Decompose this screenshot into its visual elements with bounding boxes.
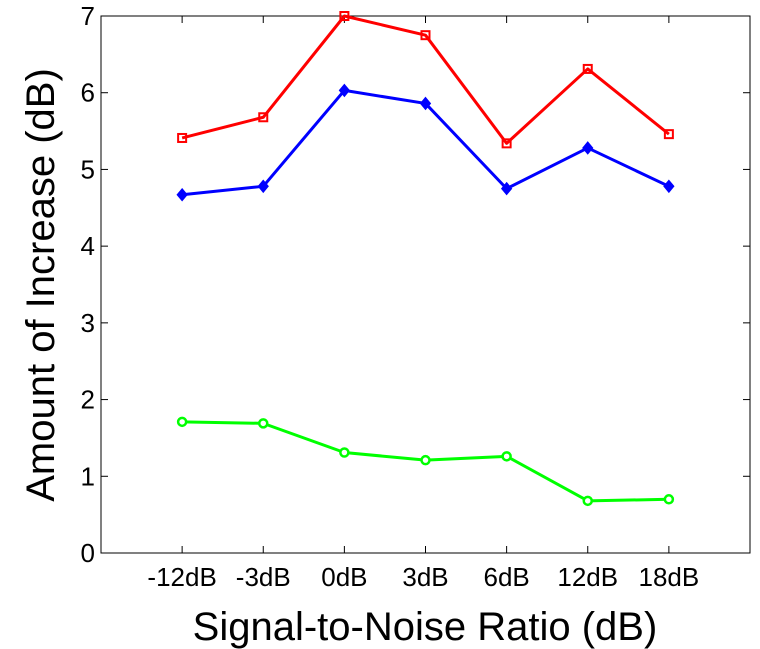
y-tick-label: 4 [81,231,95,261]
y-tick-label: 1 [81,461,95,491]
data-point-circle [258,418,269,429]
x-tick-label: 0dB [321,562,367,592]
y-tick-label: 3 [81,308,95,338]
data-point-circle [501,451,512,462]
x-tick-label: 6dB [483,562,529,592]
data-point-diamond [500,181,513,196]
data-point-square [177,132,188,143]
y-tick-label: 0 [81,538,95,568]
x-tick-label: 12dB [557,562,618,592]
data-point-square [663,129,674,140]
x-tick-label: -3dB [236,562,291,592]
plot-frame [100,15,751,554]
data-point-diamond [582,141,594,155]
x-axis: -12dB -3dB 0dB 3dB 6dB 12dB 18dB [147,16,699,592]
x-tick-label: 3dB [402,562,448,592]
data-point-square [420,30,431,41]
x-tick-label: 18dB [639,562,700,592]
series-3 [176,416,675,507]
data-point-diamond [338,83,351,98]
series-2 [176,83,675,202]
series-1 [177,11,674,149]
x-tick-label: -12dB [147,562,216,592]
y-tick-label: 7 [81,1,95,31]
data-point-diamond [663,179,675,194]
data-point-circle [176,416,188,428]
data-point-square [339,11,350,21]
data-point-diamond [419,96,432,111]
y-tick-label: 2 [81,385,95,415]
series-line [181,14,670,145]
y-axis: 0 1 2 3 4 5 6 7 [81,1,750,568]
data-point-circle [420,454,431,466]
y-tick-label: 6 [81,78,95,108]
data-point-diamond [257,179,269,194]
data-point-diamond [176,187,188,202]
y-axis-title: Amount of Increase (dB) [19,68,63,502]
x-axis-title: Signal-to-Noise Ratio (dB) [193,605,658,649]
data-point-circle [339,447,350,458]
series-layer [176,11,675,507]
data-point-circle [582,495,593,507]
data-point-square [501,138,512,149]
y-tick-label: 5 [81,154,95,184]
data-point-square [582,63,593,74]
plot-area [100,15,751,554]
data-point-circle [663,494,675,505]
data-point-square [258,112,269,123]
